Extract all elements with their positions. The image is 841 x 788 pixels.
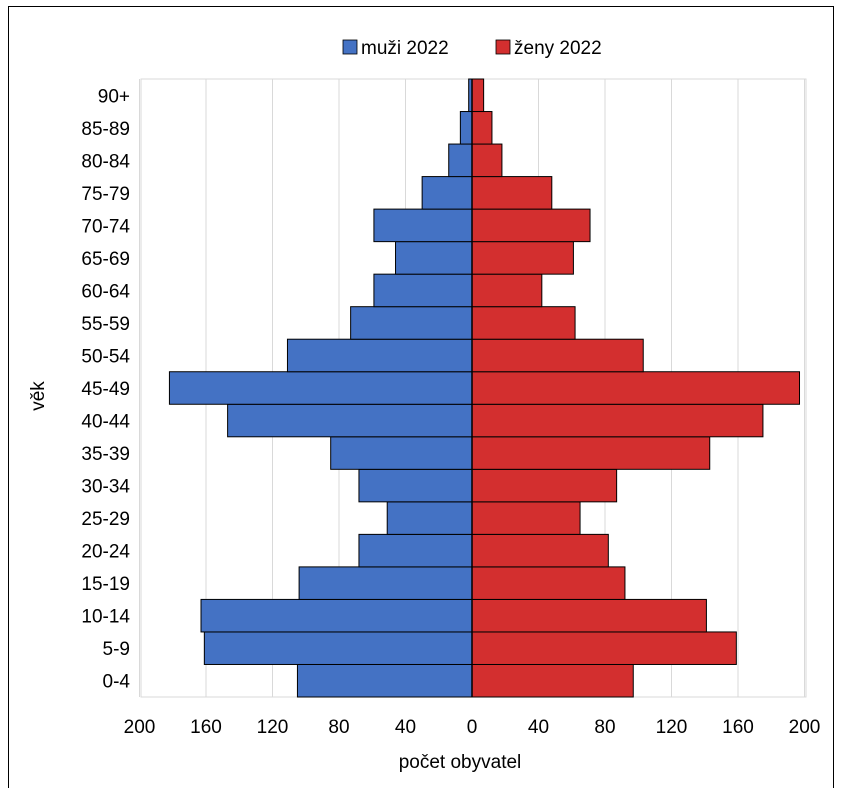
bar-zeny-55-59 <box>471 306 576 340</box>
bar-muzi-20-24 <box>358 533 473 568</box>
x-tick-label: 40 <box>395 717 416 738</box>
bar-muzi-75-79 <box>421 176 473 210</box>
bar-muzi-15-19 <box>298 566 473 600</box>
bar-zeny-10-14 <box>471 598 707 633</box>
bar-muzi-5-9 <box>203 631 473 665</box>
bar-muzi-0-4 <box>296 663 473 698</box>
y-tick-label: 85-89 <box>81 119 130 140</box>
bar-muzi-70-74 <box>373 208 473 243</box>
bar-muzi-25-29 <box>386 501 473 535</box>
bar-zeny-75-79 <box>471 176 553 210</box>
x-axis-title: počet obyvatel <box>399 752 522 773</box>
bar-muzi-40-44 <box>227 403 473 438</box>
bar-muzi-60-64 <box>373 273 473 308</box>
y-tick-label: 70-74 <box>81 216 130 237</box>
bar-muzi-35-39 <box>330 436 473 470</box>
y-axis-title: věk <box>28 381 49 411</box>
bar-muzi-45-49 <box>168 371 473 405</box>
x-tick-label: 120 <box>257 717 289 738</box>
y-tick-label: 75-79 <box>81 184 130 205</box>
bar-zeny-5-9 <box>471 631 737 665</box>
y-tick-label: 35-39 <box>81 444 130 465</box>
x-tick-label: 40 <box>528 717 549 738</box>
legend: muži 2022 ženy 2022 <box>310 26 638 72</box>
y-tick-label: 40-44 <box>81 412 130 433</box>
y-tick-label: 15-19 <box>81 574 130 595</box>
legend-swatch-zeny <box>495 39 511 55</box>
bar-muzi-30-34 <box>358 468 473 503</box>
x-tick-label: 80 <box>328 717 349 738</box>
y-tick-label: 30-34 <box>81 477 130 498</box>
legend-label-muzi: muži 2022 <box>361 38 449 59</box>
x-tick-label: 160 <box>190 717 222 738</box>
bar-zeny-65-69 <box>471 241 574 275</box>
y-tick-label: 65-69 <box>81 249 130 270</box>
x-tick-label: 0 <box>467 717 478 738</box>
bars <box>168 78 801 698</box>
bar-muzi-55-59 <box>350 306 473 340</box>
y-tick-label: 90+ <box>98 86 130 107</box>
bar-zeny-0-4 <box>471 663 634 698</box>
y-tick-label: 25-29 <box>81 509 130 530</box>
legend-background <box>310 26 638 72</box>
y-tick-label: 60-64 <box>81 281 130 302</box>
bar-zeny-20-24 <box>471 533 609 568</box>
bar-zeny-35-39 <box>471 436 711 470</box>
legend-label-zeny: ženy 2022 <box>514 38 602 59</box>
bar-zeny-80-84 <box>471 143 503 178</box>
legend-swatch-muzi <box>342 39 358 55</box>
bar-muzi-80-84 <box>448 143 473 178</box>
y-tick-label: 20-24 <box>81 542 130 563</box>
bar-muzi-85-89 <box>459 111 473 145</box>
bar-muzi-65-69 <box>395 241 473 275</box>
bar-zeny-90+ <box>471 78 485 113</box>
y-tick-label: 50-54 <box>81 346 130 367</box>
x-tick-label: 160 <box>722 717 754 738</box>
bar-zeny-30-34 <box>471 468 618 503</box>
x-tick-label: 200 <box>789 717 821 738</box>
y-tick-label: 55-59 <box>81 314 130 335</box>
y-tick-label: 45-49 <box>81 379 130 400</box>
bar-zeny-85-89 <box>471 111 493 145</box>
x-tick-label: 80 <box>594 717 615 738</box>
x-tick-label: 200 <box>124 717 156 738</box>
bar-zeny-50-54 <box>471 338 644 373</box>
bar-zeny-15-19 <box>471 566 626 600</box>
x-tick-labels: 200 160 120 80 40 0 40 80 120 160 200 <box>124 717 821 738</box>
bar-muzi-10-14 <box>200 598 473 633</box>
bar-zeny-45-49 <box>471 371 801 405</box>
bar-zeny-70-74 <box>471 208 591 243</box>
y-tick-label: 5-9 <box>103 639 130 660</box>
y-tick-label: 10-14 <box>81 607 130 628</box>
bar-zeny-40-44 <box>471 403 764 438</box>
y-tick-label: 80-84 <box>81 151 130 172</box>
y-tick-labels: 0-4 5-9 10-14 15-19 20-24 25-29 30-34 35-39 40-4… <box>81 86 130 692</box>
x-tick-label: 120 <box>656 717 688 738</box>
y-tick-label: 0-4 <box>103 672 131 693</box>
bar-zeny-25-29 <box>471 501 581 535</box>
bar-muzi-50-54 <box>286 338 473 373</box>
bar-zeny-60-64 <box>471 273 543 308</box>
